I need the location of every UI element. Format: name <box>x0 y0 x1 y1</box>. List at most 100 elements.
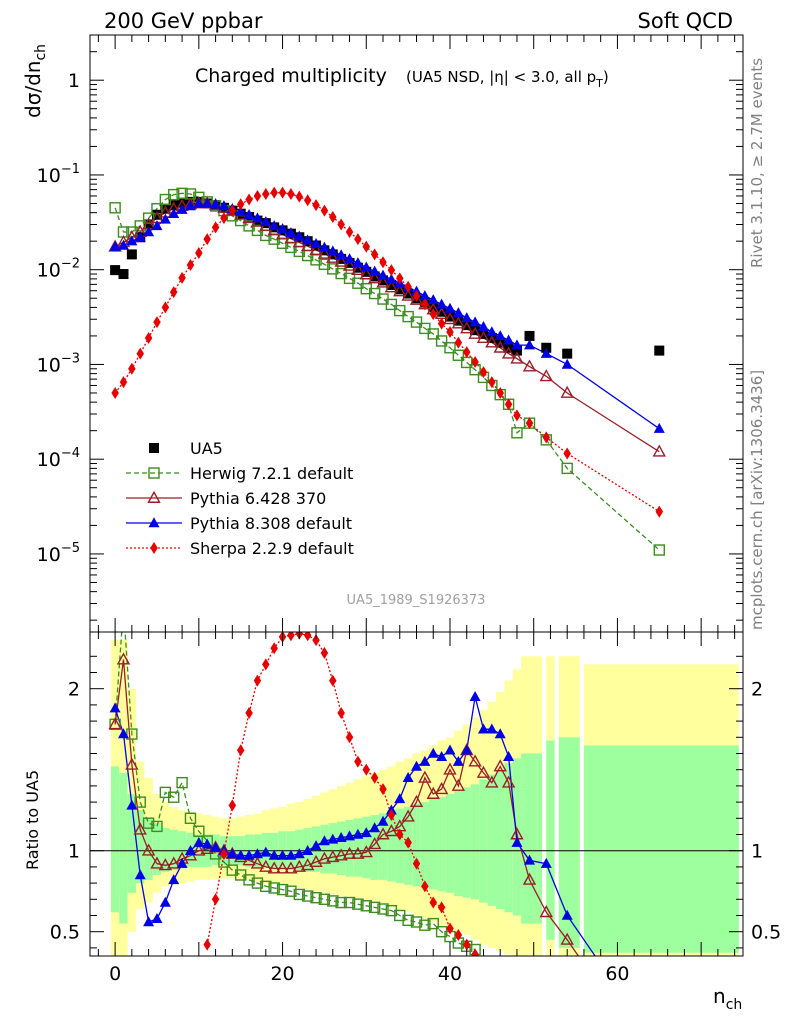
ylabel-ratio: Ratio to UA5 <box>23 770 42 870</box>
data-point <box>195 247 203 260</box>
ratio-point <box>524 854 536 865</box>
ratio-point <box>226 848 238 859</box>
data-point <box>201 197 213 208</box>
ratio-point <box>300 858 315 871</box>
ratio-point <box>335 831 347 842</box>
ratio-tick-label-left: 0.5 <box>50 922 80 944</box>
data-point <box>193 197 205 208</box>
band-green <box>387 810 396 882</box>
ratio-point <box>109 702 121 713</box>
legend-marker <box>149 443 159 453</box>
data-point <box>444 311 455 322</box>
data-point <box>361 266 372 277</box>
data-point <box>126 235 138 246</box>
ratio-point <box>143 916 155 927</box>
ratio-point <box>462 938 471 951</box>
ratio-point <box>151 820 163 833</box>
x-tick-label: 60 <box>605 963 629 985</box>
ratio-point <box>443 762 457 775</box>
data-point <box>143 219 154 230</box>
ratio-point <box>404 836 412 849</box>
ratio-point <box>421 880 429 893</box>
legend-label: Sherpa 2.2.9 default <box>190 539 354 558</box>
ratio-point <box>184 812 197 824</box>
data-point <box>220 212 228 225</box>
header-left: 200 GeV ppbar <box>104 9 263 33</box>
ratio-point <box>402 914 414 927</box>
ratio-point <box>277 849 289 860</box>
data-point <box>109 202 121 214</box>
mcplots-label: mcplots.cern.ch [arXiv:1306.3436] <box>748 370 766 630</box>
data-point <box>342 258 357 271</box>
ratio-point <box>360 900 372 912</box>
ratio-point <box>260 880 272 893</box>
ratio-point <box>494 728 506 739</box>
band-green <box>161 828 170 872</box>
data-point <box>329 210 337 223</box>
ratio-point <box>317 851 332 864</box>
data-point <box>300 239 315 252</box>
ratio-point <box>387 809 396 822</box>
ratio-point <box>451 778 466 791</box>
ratio-point <box>503 750 515 761</box>
ratio-point <box>133 822 147 835</box>
ratio-point <box>337 707 345 719</box>
ratio-point <box>352 898 364 910</box>
band-green <box>437 797 446 892</box>
data-point <box>117 239 129 250</box>
ratio-point <box>126 799 138 810</box>
band-green <box>470 784 480 900</box>
ratio-point <box>493 759 507 772</box>
ratio-point <box>251 848 263 859</box>
ratio-point <box>312 634 320 647</box>
title-main: Charged multiplicity <box>195 65 387 87</box>
ratio-point <box>376 827 390 840</box>
ratio-point <box>368 901 381 914</box>
band-green <box>487 774 497 906</box>
ratio-point <box>251 877 264 889</box>
x-tick-label: 40 <box>438 963 462 985</box>
data-point <box>404 280 412 293</box>
data-point <box>652 444 666 457</box>
data-point <box>429 308 437 321</box>
data-point <box>421 298 429 311</box>
legend-marker <box>148 467 160 479</box>
data-point <box>460 321 474 334</box>
band-green <box>583 745 739 953</box>
data-point <box>345 225 354 238</box>
ratio-point <box>260 846 272 857</box>
data-point <box>177 197 188 208</box>
data-point <box>561 358 573 369</box>
data-point <box>369 271 380 282</box>
ratio-point <box>418 770 432 783</box>
ratio-point <box>329 674 337 687</box>
data-point <box>524 339 536 350</box>
data-point <box>493 340 507 353</box>
data-point <box>513 409 521 422</box>
data-point <box>386 279 397 290</box>
band-green <box>370 815 379 880</box>
data-point <box>419 290 431 301</box>
data-point <box>539 369 553 382</box>
data-point <box>210 198 222 209</box>
data-point <box>653 544 665 556</box>
ratio-point <box>318 835 330 846</box>
ratio-point <box>539 905 553 918</box>
ratio-point <box>446 922 454 935</box>
data-point <box>428 302 439 313</box>
ratio-point <box>108 717 122 730</box>
analysis-tag: UA5_1989_S1926373 <box>347 593 486 608</box>
ratio-point <box>134 796 146 808</box>
data-point <box>486 326 498 337</box>
data-point <box>436 306 447 317</box>
ratio-point <box>245 707 253 719</box>
ratio-point <box>116 652 131 665</box>
data-point <box>303 194 312 207</box>
ratio-point <box>293 888 305 901</box>
ratio-point <box>377 903 389 915</box>
data-point <box>401 288 415 301</box>
ratio-point <box>201 838 213 849</box>
data-point <box>511 345 522 356</box>
data-point <box>136 347 144 360</box>
data-point <box>327 245 339 256</box>
